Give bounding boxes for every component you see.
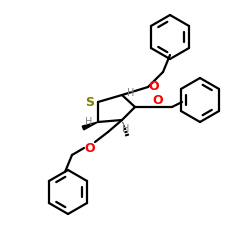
- Polygon shape: [82, 122, 98, 130]
- Text: O: O: [85, 142, 95, 154]
- Text: H: H: [85, 117, 93, 127]
- Text: O: O: [153, 94, 163, 106]
- Text: H: H: [127, 88, 135, 98]
- Text: O: O: [149, 80, 159, 94]
- Text: S: S: [86, 96, 94, 108]
- Text: H: H: [122, 124, 130, 134]
